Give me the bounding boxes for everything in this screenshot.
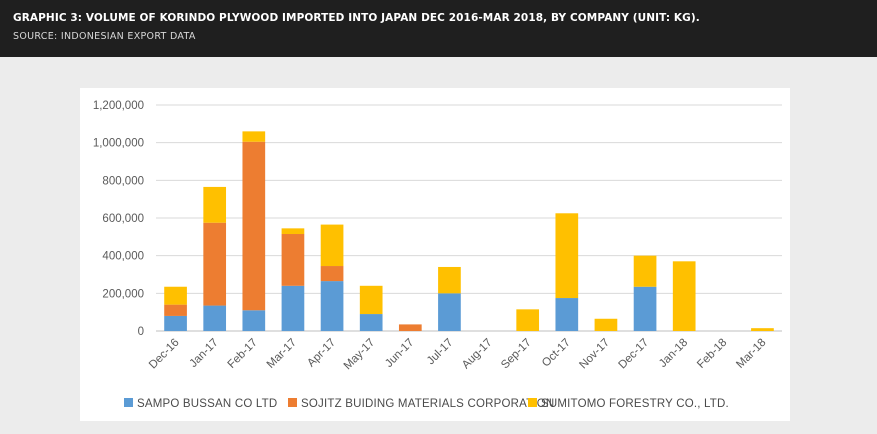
bar-segment	[320, 224, 344, 267]
bar-segment	[164, 304, 187, 316]
bar-segment	[438, 293, 461, 331]
bar-segment	[281, 234, 305, 286]
y-tick-label: 0	[138, 326, 144, 338]
x-tick-label: Sep-17	[499, 337, 534, 372]
chart-title: GRAPHIC 3: VOLUME OF KORINDO PLYWOOD IMP…	[13, 12, 700, 24]
bar-segment	[516, 309, 540, 331]
bar-segment	[242, 141, 266, 311]
bar-segment	[203, 305, 227, 331]
bar-segment	[594, 318, 618, 331]
x-tick-label: Nov-17	[577, 337, 612, 372]
x-tick-label: Jan-17	[187, 337, 220, 370]
bar-segment	[555, 298, 579, 331]
bar-segment	[281, 285, 305, 331]
y-tick-label: 1,000,000	[93, 138, 144, 150]
y-tick-label: 800,000	[102, 175, 144, 187]
x-tick-label: Aug-17	[460, 337, 495, 372]
y-tick-label: 400,000	[102, 251, 144, 263]
bar-segment	[359, 314, 383, 331]
y-tick-label: 600,000	[102, 213, 144, 225]
bar-segment	[398, 324, 422, 331]
x-tick-label: May-17	[342, 337, 378, 373]
bar-segment	[672, 261, 696, 331]
x-tick-label: Oct-17	[540, 337, 573, 370]
bar-segment	[203, 186, 227, 223]
bar-segment	[438, 266, 461, 294]
x-tick-label: Jan-18	[657, 337, 690, 370]
bar-segment	[751, 328, 774, 331]
bar-segment	[555, 213, 579, 299]
legend-label: SUMITOMO FORESTRY CO., LTD.	[541, 398, 729, 410]
bar-segment	[633, 255, 657, 287]
x-tick-label: Mar-18	[734, 337, 768, 371]
legend-label: SOJITZ BUIDING MATERIALS CORPORATION	[301, 398, 554, 410]
bar-segment	[633, 286, 657, 331]
chart-header: GRAPHIC 3: VOLUME OF KORINDO PLYWOOD IMP…	[0, 0, 877, 57]
x-tick-label: Apr-17	[305, 337, 338, 370]
x-tick-label: Dec-17	[616, 337, 651, 372]
bar-segment	[164, 315, 187, 331]
x-tick-label: Dec-16	[147, 337, 182, 372]
legend-swatch	[124, 398, 133, 407]
x-tick-label: Mar-17	[265, 337, 299, 371]
x-tick-label: Jul-17	[425, 337, 456, 368]
y-tick-label: 1,200,000	[93, 100, 144, 112]
bar-segment	[242, 310, 266, 331]
legend-swatch	[288, 398, 297, 407]
bar-segment	[164, 286, 187, 305]
chart-source: SOURCE: INDONESIAN EXPORT DATA	[13, 31, 196, 42]
bar-segment	[203, 222, 227, 306]
legend-swatch	[528, 398, 537, 407]
legend-label: SAMPO BUSSAN CO LTD	[137, 398, 277, 410]
x-tick-label: Feb-18	[695, 337, 729, 371]
stacked-bar-chart: 0 200,000 400,000 600,000 800,000 1,000,000 1,…	[93, 100, 782, 410]
bar-segment	[320, 281, 344, 331]
x-tick-label: Jun-17	[383, 337, 416, 370]
y-tick-label: 200,000	[102, 288, 144, 300]
bar-segment	[359, 285, 383, 315]
bar-segment	[281, 228, 305, 235]
bar-segment	[242, 131, 266, 142]
x-tick-label: Feb-17	[226, 337, 260, 371]
bar-segment	[320, 266, 344, 282]
chart-panel: 0 200,000 400,000 600,000 800,000 1,000,000 1,…	[80, 88, 790, 421]
